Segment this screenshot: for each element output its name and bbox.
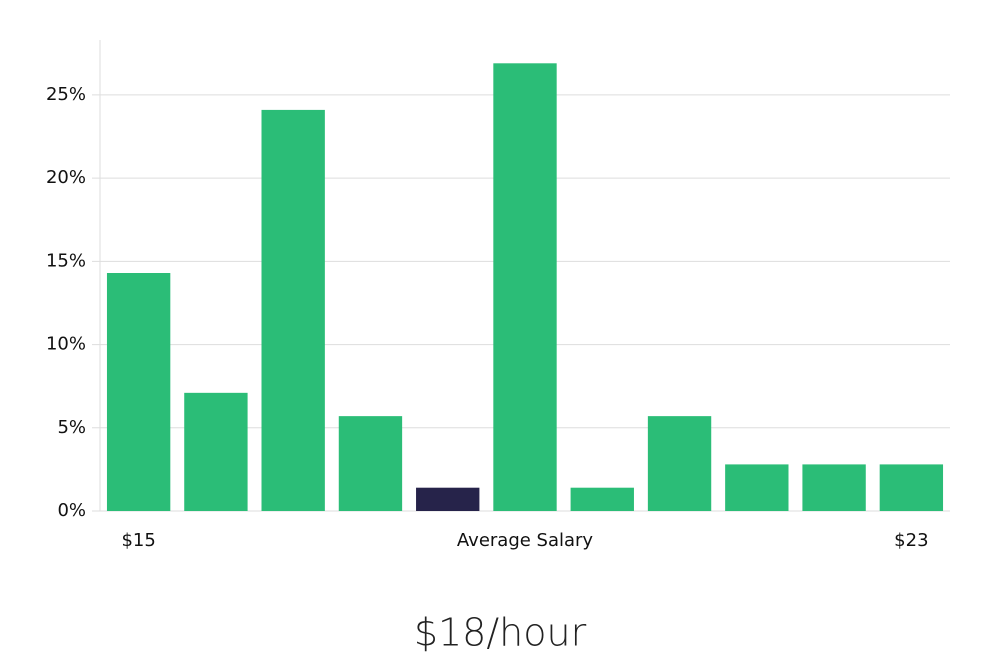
bar	[338, 416, 403, 511]
y-tick-label: 0%	[57, 500, 86, 521]
x-tick-label: $15	[121, 530, 155, 551]
y-tick-label: 15%	[46, 250, 86, 271]
bar	[879, 464, 944, 511]
y-tick-label: 20%	[46, 167, 86, 188]
x-tick-label: $23	[894, 530, 928, 551]
summary: $18/hour	[414, 611, 587, 655]
bar	[106, 273, 171, 511]
bar	[725, 464, 789, 511]
bar	[570, 487, 634, 511]
bar	[261, 109, 325, 511]
y-tick-label: 25%	[46, 84, 86, 105]
bar	[647, 416, 712, 511]
bar	[184, 392, 248, 511]
y-tick-label: 10%	[46, 334, 86, 355]
bar	[416, 487, 480, 511]
y-tick-label: 5%	[57, 417, 86, 438]
bar	[493, 63, 557, 511]
bar	[802, 464, 866, 511]
x-axis-label: Average Salary	[457, 530, 594, 551]
